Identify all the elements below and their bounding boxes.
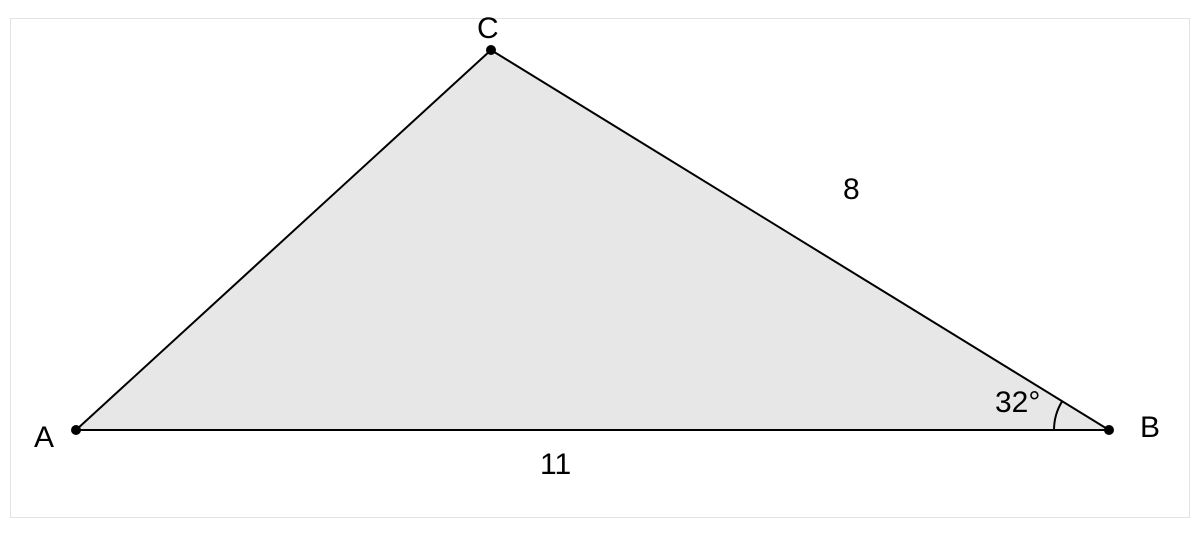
- side-ab-label: 11: [540, 450, 571, 480]
- triangle-shape: [76, 50, 1109, 430]
- triangle-diagram: [11, 19, 1191, 519]
- vertex-a-dot: [71, 425, 81, 435]
- vertex-a-label: A: [34, 423, 54, 453]
- side-bc-label: 8: [843, 175, 860, 205]
- vertex-b-dot: [1104, 425, 1114, 435]
- vertex-c-dot: [486, 45, 496, 55]
- vertex-c-label: C: [477, 14, 499, 44]
- diagram-frame: [10, 18, 1190, 518]
- vertex-b-label: B: [1140, 413, 1160, 443]
- angle-b-label: 32°: [995, 388, 1040, 418]
